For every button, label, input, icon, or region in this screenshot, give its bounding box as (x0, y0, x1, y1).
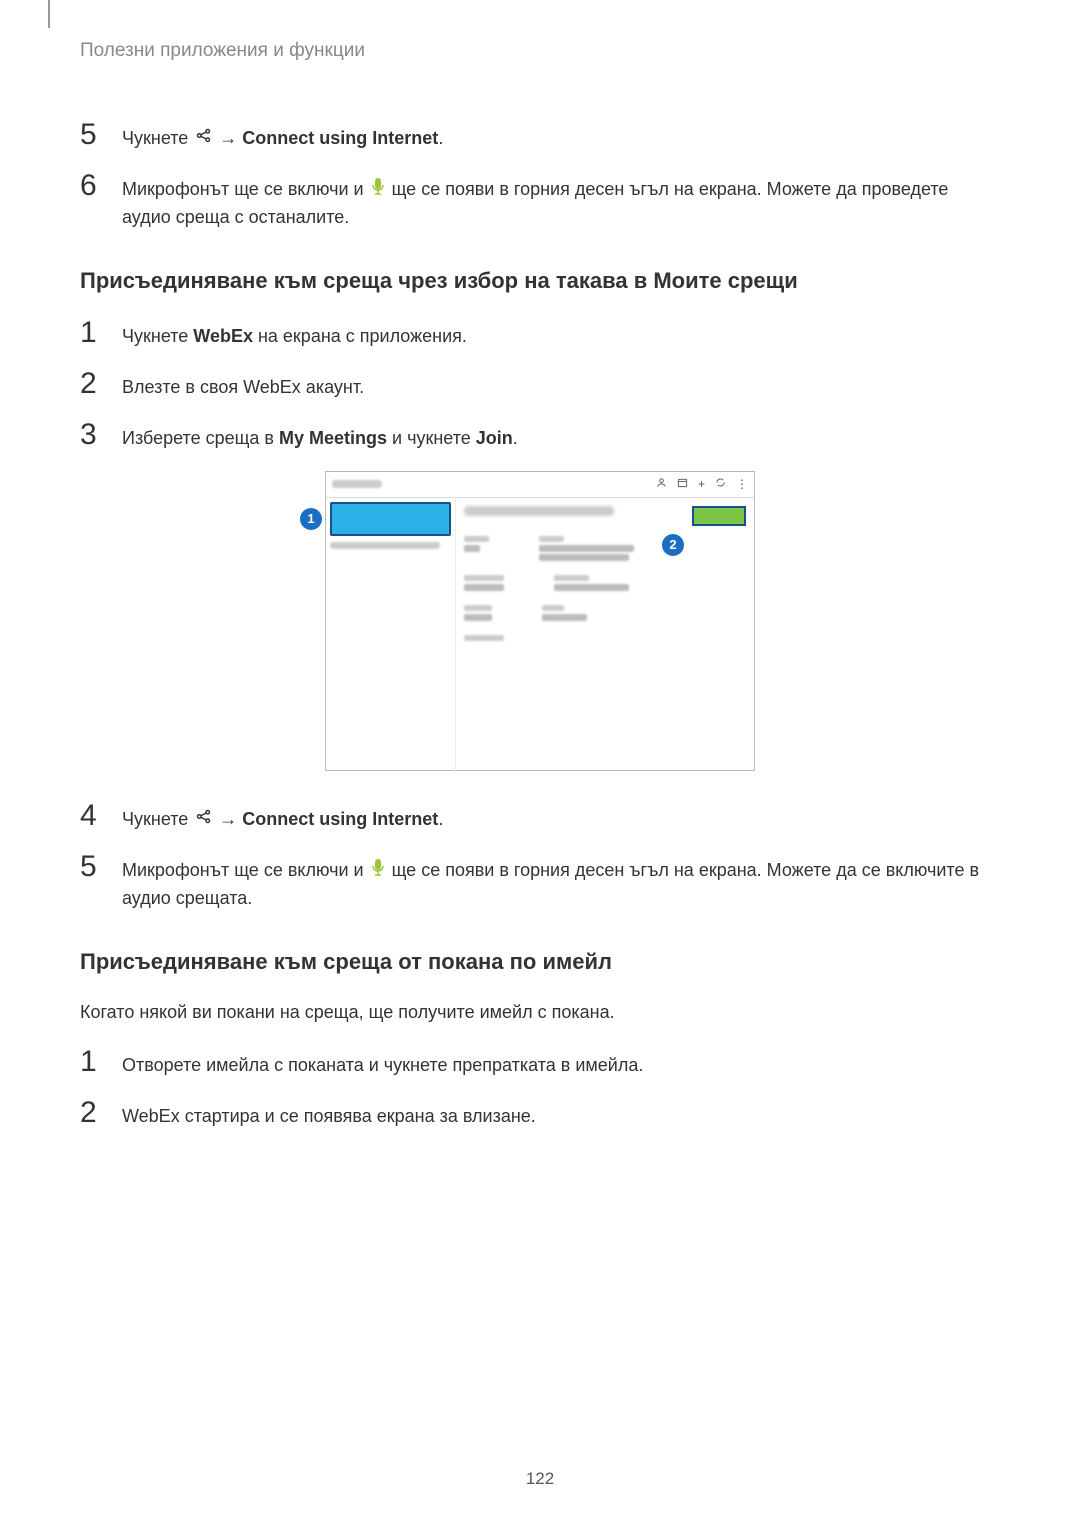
step-text-fragment: . (513, 428, 518, 448)
blurred-line (330, 542, 440, 549)
step-number: 2 (80, 1098, 122, 1128)
step-text-fragment: → (214, 809, 242, 829)
bold-text: Connect using Internet (242, 809, 438, 829)
step-number: 1 (80, 1047, 122, 1077)
bold-text: Connect using Internet (242, 128, 438, 148)
toolbar-icons: + ⋮ (656, 477, 748, 491)
mic-icon (371, 857, 385, 885)
selected-meeting (330, 502, 451, 536)
screenshot-toolbar: + ⋮ (326, 472, 754, 498)
step-text: Изберете среща в My Meetings и чукнете J… (122, 420, 518, 453)
blurred-title (332, 480, 382, 488)
detail-row-4 (464, 635, 746, 644)
section-title-2: Присъединяване към среща от покана по им… (80, 949, 1000, 975)
step-number: 5 (80, 120, 122, 150)
step-text-fragment: Отворете имейла с поканата и чукнете пре… (122, 1055, 643, 1075)
step-text: Отворете имейла с поканата и чукнете пре… (122, 1047, 643, 1080)
step-text-fragment: Чукнете (122, 809, 193, 829)
step-text: Влезте в своя WebEx акаунт. (122, 369, 364, 402)
step-number: 2 (80, 369, 122, 399)
share-icon (195, 806, 212, 834)
detail-row-1 (464, 536, 746, 561)
page-number: 122 (0, 1469, 1080, 1489)
numbered-step: 2Влезте в своя WebEx акаунт. (80, 369, 1000, 402)
numbered-step: 2WebEx стартира и се появява екрана за в… (80, 1098, 1000, 1131)
step-text: Чукнете → Connect using Internet. (122, 801, 443, 834)
bold-text: WebEx (193, 326, 253, 346)
step-text-fragment: WebEx стартира и се появява екрана за вл… (122, 1106, 536, 1126)
steps-section1a: 1Чукнете WebEx на екрана с приложения.2В… (80, 318, 1000, 453)
numbered-step: 5Микрофонът ще се включи и ще се появи в… (80, 852, 1000, 913)
steps-top: 5Чукнете → Connect using Internet.6Микро… (80, 120, 1000, 232)
step-text: Микрофонът ще се включи и ще се появи в … (122, 171, 1000, 232)
webex-screenshot: 1 + ⋮ 2 (325, 471, 755, 771)
step-text-fragment: Влезте в своя WebEx акаунт. (122, 377, 364, 397)
detail-row-2 (464, 575, 746, 591)
step-number: 5 (80, 852, 122, 882)
step-number: 1 (80, 318, 122, 348)
step-text-fragment: → (214, 128, 242, 148)
more-icon: ⋮ (736, 477, 748, 491)
share-icon (195, 125, 212, 153)
step-text-fragment: и чукнете (387, 428, 476, 448)
step-text: Микрофонът ще се включи и ще се появи в … (122, 852, 1000, 913)
refresh-icon (715, 477, 726, 491)
numbered-step: 1Отворете имейла с поканата и чукнете пр… (80, 1047, 1000, 1080)
section2-paragraph: Когато някой ви покани на среща, ще полу… (80, 999, 1000, 1027)
step-number: 3 (80, 420, 122, 450)
step-text-fragment: . (438, 809, 443, 829)
step-text: Чукнете → Connect using Internet. (122, 120, 443, 153)
steps-section1b: 4Чукнете → Connect using Internet.5Микро… (80, 801, 1000, 913)
numbered-step: 6Микрофонът ще се включи и ще се появи в… (80, 171, 1000, 232)
detail-row-3 (464, 605, 746, 621)
plus-icon: + (698, 477, 705, 491)
bold-text: My Meetings (279, 428, 387, 448)
numbered-step: 4Чукнете → Connect using Internet. (80, 801, 1000, 834)
step-text-fragment: на екрана с приложения. (253, 326, 467, 346)
screenshot-figure: 1 + ⋮ 2 (80, 471, 1000, 771)
meetings-sidebar (326, 498, 456, 772)
join-button (692, 506, 746, 526)
blurred-meeting-title (464, 506, 614, 516)
numbered-step: 1Чукнете WebEx на екрана с приложения. (80, 318, 1000, 351)
step-text-fragment: Микрофонът ще се включи и (122, 179, 369, 199)
step-text-fragment: Изберете среща в (122, 428, 279, 448)
page-content: Полезни приложения и функции 5Чукнете → … (0, 0, 1080, 1131)
screenshot-body: 2 (326, 498, 754, 772)
bold-text: Join (476, 428, 513, 448)
steps-section2: 1Отворете имейла с поканата и чукнете пр… (80, 1047, 1000, 1131)
numbered-step: 3Изберете среща в My Meetings и чукнете … (80, 420, 1000, 453)
person-icon (656, 477, 667, 491)
numbered-step: 5Чукнете → Connect using Internet. (80, 120, 1000, 153)
step-text: WebEx стартира и се появява екрана за вл… (122, 1098, 536, 1131)
step-text-fragment: Микрофонът ще се включи и (122, 860, 369, 880)
step-number: 4 (80, 801, 122, 831)
step-text-fragment: Чукнете (122, 128, 193, 148)
page-margin-mark (48, 0, 50, 28)
step-number: 6 (80, 171, 122, 201)
step-text-fragment: . (438, 128, 443, 148)
callout-1: 1 (300, 508, 322, 530)
step-text-fragment: Чукнете (122, 326, 193, 346)
section-title-1: Присъединяване към среща чрез избор на т… (80, 268, 1000, 294)
page-header: Полезни приложения и функции (80, 40, 1000, 62)
step-text: Чукнете WebEx на екрана с приложения. (122, 318, 467, 351)
calendar-icon (677, 477, 688, 491)
mic-icon (371, 176, 385, 204)
meeting-details: 2 (456, 498, 754, 772)
callout-2: 2 (662, 534, 684, 556)
